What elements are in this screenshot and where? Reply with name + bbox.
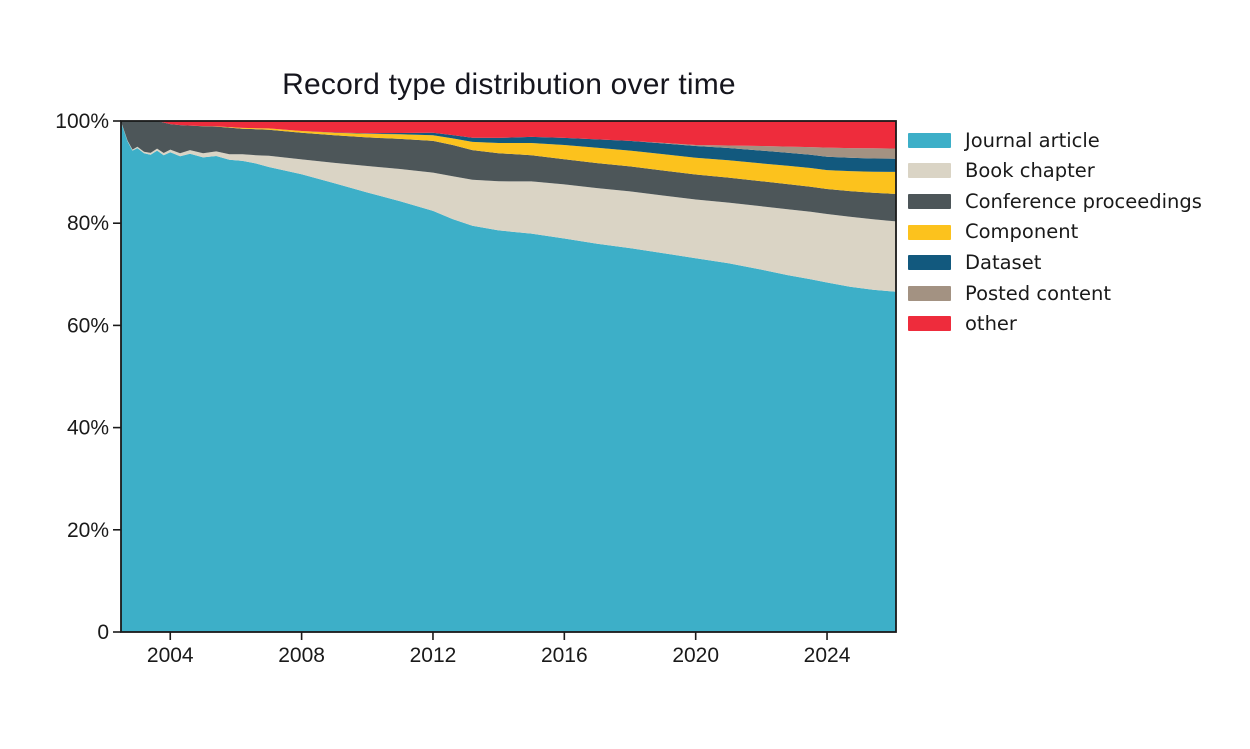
- legend: Journal article Book chapter Conference pr…: [908, 125, 1202, 339]
- legend-item-component: Component: [908, 217, 1202, 248]
- legend-label-journal-article: Journal article: [965, 128, 1100, 152]
- legend-item-book-chapter: Book chapter: [908, 156, 1202, 187]
- area-conference-proceedings: [121, 121, 896, 222]
- legend-swatch-dataset: [908, 255, 951, 271]
- legend-item-other: other: [908, 309, 1202, 340]
- y-tick-label: 20%: [67, 519, 109, 542]
- area-dataset: [121, 121, 896, 172]
- legend-item-conference-proceedings: Conference proceedings: [908, 186, 1202, 217]
- area-posted-content: [121, 121, 896, 159]
- legend-swatch-component: [908, 224, 951, 240]
- legend-item-posted-content: Posted content: [908, 278, 1202, 309]
- legend-label-posted-content: Posted content: [965, 281, 1112, 305]
- x-tick-label: 2008: [278, 644, 325, 667]
- x-tick-label: 2012: [410, 644, 457, 667]
- plot-frame: [120, 120, 897, 633]
- y-tick-label: 80%: [67, 212, 109, 235]
- legend-item-dataset: Dataset: [908, 247, 1202, 278]
- area-other: [121, 121, 896, 149]
- legend-swatch-other: [908, 316, 951, 332]
- legend-swatch-book-chapter: [908, 163, 951, 179]
- legend-label-other: other: [965, 312, 1017, 336]
- y-tick-label: 40%: [67, 417, 109, 440]
- legend-label-dataset: Dataset: [965, 250, 1042, 274]
- area-component: [121, 121, 896, 194]
- legend-label-conference-proceedings: Conference proceedings: [965, 189, 1202, 213]
- legend-swatch-conference-proceedings: [908, 193, 951, 209]
- y-tick-label: 0: [97, 621, 109, 644]
- area-journal-article: [121, 122, 896, 632]
- legend-swatch-posted-content: [908, 285, 951, 301]
- x-tick-label: 2016: [541, 644, 588, 667]
- legend-swatch-journal-article: [908, 132, 951, 148]
- y-tick-label: 100%: [55, 110, 109, 133]
- x-tick-label: 2004: [147, 644, 194, 667]
- chart-title: Record type distribution over time: [282, 68, 736, 101]
- x-tick-label: 2024: [804, 644, 851, 667]
- legend-item-journal-article: Journal article: [908, 125, 1202, 156]
- y-tick-label: 60%: [67, 314, 109, 337]
- x-tick-label: 2020: [672, 644, 719, 667]
- area-book-chapter: [121, 121, 896, 292]
- legend-label-component: Component: [965, 220, 1079, 244]
- legend-label-book-chapter: Book chapter: [965, 159, 1095, 183]
